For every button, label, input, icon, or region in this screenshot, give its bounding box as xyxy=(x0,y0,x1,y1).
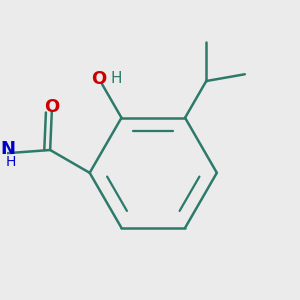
Text: O: O xyxy=(91,70,106,88)
Text: N: N xyxy=(0,140,15,158)
Text: O: O xyxy=(44,98,59,116)
Text: H: H xyxy=(111,70,122,86)
Text: H: H xyxy=(6,155,16,170)
